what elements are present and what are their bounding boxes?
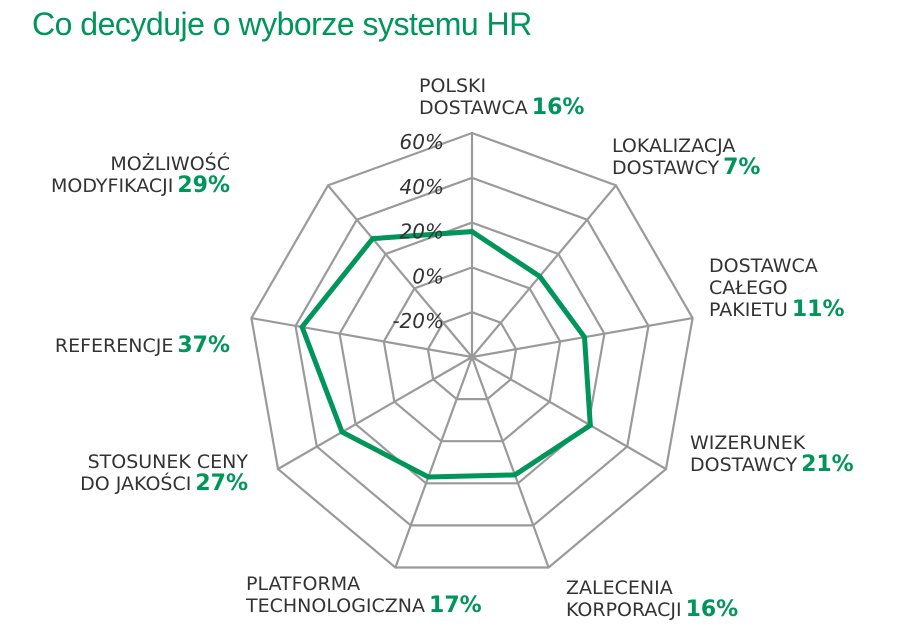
tick-labels: -20% 0% 20% 40% 60% — [392, 130, 444, 333]
category-name-text: DOSTAWCA — [419, 97, 528, 119]
series — [299, 229, 593, 480]
category-name-text: CAŁEGO — [709, 277, 788, 299]
category-name: WIZERUNEK — [690, 432, 806, 454]
category-name: TECHNOLOGICZNA 17% — [245, 593, 482, 618]
category-name-text: DOSTAWCA — [709, 255, 818, 277]
category-name-text: WIZERUNEK — [690, 432, 806, 454]
category-name-text: DOSTAWCY — [690, 454, 797, 476]
category-name: REFERENCJE 37% — [55, 333, 230, 358]
category-name-text: KORPORACJI — [566, 599, 682, 621]
tick-label: 40% — [400, 175, 444, 199]
category-name-text: DO JAKOŚCI — [80, 471, 191, 495]
spoke-3 — [471, 356, 667, 470]
category-value: 37% — [177, 333, 230, 358]
grid-ring-2 — [338, 221, 606, 485]
grid-ring-0 — [426, 311, 518, 401]
tick-label: -20% — [392, 309, 444, 333]
category-name-text: MOŻLIWOŚĆ — [110, 151, 230, 175]
category-name: LOKALIZACJA — [612, 135, 735, 157]
category-name-text: LOKALIZACJA — [612, 135, 735, 157]
category-name: PAKIETU 11% — [709, 297, 845, 322]
grid-ring-3 — [294, 176, 650, 527]
data-point-2 — [582, 334, 587, 340]
category-name: MOŻLIWOŚĆ — [110, 151, 230, 175]
spoke-4 — [470, 356, 550, 568]
spoke-1 — [471, 184, 617, 358]
grid — [250, 131, 694, 569]
category-name-text: PAKIETU — [709, 299, 788, 321]
category-name-text: STOSUNEK CENY — [88, 451, 249, 473]
category-value: 27% — [195, 471, 248, 496]
spoke-8 — [327, 184, 473, 358]
category-name: ZALECENIA — [566, 577, 673, 599]
category-name: DOSTAWCA — [709, 255, 818, 277]
category-name: DO JAKOŚCI 27% — [80, 471, 248, 496]
category-value: 7% — [723, 155, 760, 180]
data-point-0 — [469, 229, 475, 235]
spoke-6 — [277, 356, 473, 470]
category-value: 16% — [532, 95, 585, 120]
category-name-text: DOSTAWCY — [612, 157, 719, 179]
data-point-3 — [587, 422, 593, 428]
category-value: 16% — [686, 597, 739, 622]
grid-ring-4 — [250, 131, 694, 569]
category-name: MODYFIKACJI 29% — [51, 173, 230, 198]
category-name-text: PLATFORMA — [246, 573, 360, 595]
spoke-5 — [394, 356, 474, 568]
chart-title: Co decyduje o wyborze systemu HR — [32, 6, 532, 42]
category-name: PLATFORMA — [246, 573, 360, 595]
category-name: POLSKI — [419, 75, 486, 97]
category-name-text: ZALECENIA — [566, 577, 673, 599]
series-line — [299, 229, 593, 480]
tick-label: 60% — [400, 130, 444, 154]
data-point-7 — [299, 324, 305, 330]
category-name: DOSTAWCY 21% — [690, 452, 854, 477]
category-name-text: POLSKI — [419, 75, 486, 97]
category-name: DOSTAWCA 16% — [419, 95, 584, 120]
category-name: STOSUNEK CENY — [88, 451, 249, 473]
data-point-4 — [512, 472, 518, 478]
tick-label: 20% — [400, 220, 444, 244]
category-name: CAŁEGO — [709, 277, 788, 299]
data-point-5 — [425, 474, 431, 480]
category-name: DOSTAWCY 7% — [612, 155, 760, 180]
category-value: 29% — [177, 173, 230, 198]
data-point-8 — [370, 236, 376, 242]
category-value: 11% — [792, 297, 845, 322]
category-name-text: TECHNOLOGICZNA — [245, 595, 425, 617]
data-point-1 — [537, 273, 543, 279]
category-name-text: MODYFIKACJI — [51, 175, 173, 197]
category-name-text: REFERENCJE — [55, 335, 173, 357]
category-value: 21% — [801, 452, 854, 477]
spoke-7 — [251, 317, 473, 359]
category-value: 17% — [429, 593, 482, 618]
grid-ring-1 — [382, 266, 562, 443]
data-point-6 — [339, 429, 345, 435]
tick-label: 0% — [412, 264, 444, 288]
category-label-7: REFERENCJE 37% — [55, 333, 230, 358]
category-name: KORPORACJI 16% — [566, 597, 738, 622]
